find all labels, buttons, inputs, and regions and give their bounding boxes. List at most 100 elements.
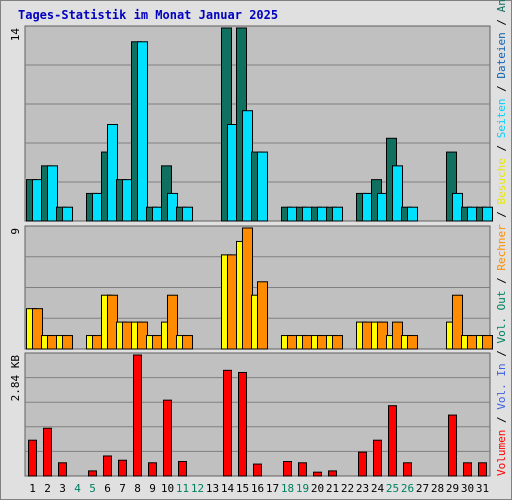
- bar-volumen-day-20: [313, 471, 322, 477]
- legend-item: Rechner: [495, 224, 508, 271]
- x-tick-label: 1: [29, 482, 36, 495]
- bar-volumen-day-24: [373, 439, 382, 477]
- x-tick-label: 9: [149, 482, 156, 495]
- bar-volumen-day-25: [388, 405, 397, 477]
- bar-volumen-day-6: [103, 455, 112, 477]
- legend-item: Anfragen: [495, 0, 508, 12]
- bar-dateien-day-31: [482, 206, 493, 222]
- bar-dateien-day-25: [392, 165, 403, 222]
- legend-item: Besuche: [495, 158, 508, 204]
- x-tick-label: 29: [446, 482, 459, 495]
- x-tick-label: 20: [311, 482, 324, 495]
- y-max-label: 9: [9, 228, 22, 235]
- series-legend-text: Volumen / Vol. In / Vol. Out / Rechner /…: [495, 0, 508, 476]
- x-tick-label: 16: [251, 482, 264, 495]
- x-tick-label: 4: [74, 482, 81, 495]
- bar-volumen-day-2: [43, 427, 52, 477]
- bar-volumen-day-11: [178, 461, 187, 477]
- x-tick-label: 24: [371, 482, 385, 495]
- bar-dateien-day-3: [62, 206, 73, 222]
- bar-dateien-day-6: [107, 124, 118, 222]
- x-tick-label: 23: [356, 482, 369, 495]
- x-tick-label: 3: [59, 482, 66, 495]
- right-legend: Volumen / Vol. In / Vol. Out / Rechner /…: [495, 0, 508, 476]
- chart-title: Tages-Statistik im Monat Januar 2025: [18, 8, 278, 22]
- x-tick-label: 28: [431, 482, 444, 495]
- legend-separator: /: [495, 344, 508, 364]
- bar-rechner-day-15: [242, 227, 253, 350]
- x-tick-label: 14: [221, 482, 235, 495]
- bar-rechner-day-1: [32, 308, 43, 350]
- panel-2: 9: [9, 225, 493, 350]
- bar-rechner-day-21: [332, 335, 343, 350]
- bar-volumen-day-9: [148, 462, 157, 477]
- bar-volumen-day-26: [403, 462, 412, 477]
- x-tick-label: 25: [386, 482, 399, 495]
- bar-dateien-day-8: [137, 41, 148, 222]
- bar-rechner-day-11: [182, 335, 193, 350]
- bar-volumen-day-31: [478, 462, 487, 477]
- bar-volumen-day-7: [118, 459, 127, 477]
- legend-item: Vol. Out: [495, 291, 508, 344]
- bar-volumen-day-30: [463, 462, 472, 477]
- x-tick-label: 18: [281, 482, 294, 495]
- legend-item: Seiten: [495, 98, 508, 138]
- x-tick-label: 27: [416, 482, 429, 495]
- panel-1: 14: [9, 25, 493, 222]
- x-tick-label: 17: [266, 482, 279, 495]
- bar-volumen-day-23: [358, 451, 367, 477]
- bar-volumen-day-14: [223, 369, 232, 477]
- x-tick-label: 19: [296, 482, 309, 495]
- y-max-label: 14: [9, 28, 22, 42]
- bar-volumen-day-18: [283, 461, 292, 477]
- x-tick-label: 31: [476, 482, 489, 495]
- bar-volumen-day-10: [163, 399, 172, 477]
- x-tick-label: 12: [191, 482, 204, 495]
- bar-volumen-day-19: [298, 462, 307, 477]
- bar-dateien-day-21: [332, 206, 343, 222]
- legend-separator: /: [495, 271, 508, 291]
- bar-volumen-day-3: [58, 462, 67, 477]
- x-tick-label: 22: [341, 482, 354, 495]
- bar-rechner-day-31: [482, 335, 493, 350]
- x-tick-label: 26: [401, 482, 414, 495]
- y-max-label: 2.84 KB: [9, 355, 22, 402]
- bar-anfragen-day-29: [446, 151, 457, 222]
- bar-volumen-day-1: [28, 439, 37, 477]
- x-tick-label: 30: [461, 482, 474, 495]
- legend-separator: /: [495, 204, 508, 224]
- bar-rechner-day-16: [257, 281, 268, 350]
- legend-separator: /: [495, 410, 508, 430]
- bar-rechner-day-26: [407, 335, 418, 350]
- legend-item: Vol. In: [495, 363, 508, 409]
- legend-item: Volumen: [495, 430, 508, 476]
- x-tick-label: 2: [44, 482, 51, 495]
- x-tick-label: 7: [119, 482, 126, 495]
- x-axis-labels: 1 2 3 4 5 6 7 8 9 10 11 12 13 14 15 16 17 18 19 20 21 22 23 24 2…: [29, 482, 489, 495]
- bar-volumen-day-21: [328, 470, 337, 477]
- legend-separator: /: [495, 138, 508, 158]
- bar-rechner-day-3: [62, 335, 73, 350]
- x-tick-label: 5: [89, 482, 96, 495]
- bar-dateien-day-16: [257, 151, 268, 222]
- legend-separator: /: [495, 12, 508, 32]
- bar-rechner-day-10: [167, 294, 178, 350]
- bar-rechner-day-29: [452, 294, 463, 350]
- bar-volumen-day-15: [238, 371, 247, 477]
- bar-dateien-day-11: [182, 206, 193, 222]
- x-tick-label: 8: [134, 482, 141, 495]
- bar-volumen-day-8: [133, 354, 142, 477]
- bar-volumen-day-29: [448, 414, 457, 477]
- bar-dateien-day-26: [407, 206, 418, 222]
- bar-volumen-day-16: [253, 463, 262, 477]
- x-tick-label: 6: [104, 482, 111, 495]
- legend-item: Dateien: [495, 32, 508, 78]
- bar-volumen-day-5: [88, 470, 97, 477]
- x-tick-label: 15: [236, 482, 249, 495]
- legend-separator: /: [495, 79, 508, 99]
- plot-area: [24, 352, 491, 477]
- bar-dateien-day-2: [47, 165, 58, 222]
- x-tick-label: 21: [326, 482, 339, 495]
